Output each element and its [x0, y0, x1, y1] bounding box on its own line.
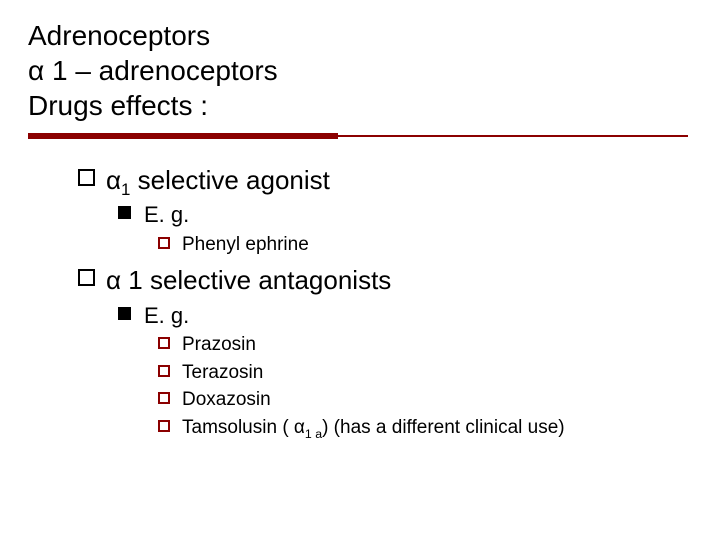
title-line-3: Drugs effects :: [28, 88, 692, 123]
bullet-agonist: α1 selective agonist: [78, 163, 692, 198]
square-fill-icon: [118, 301, 144, 320]
antagonist-eg-label: E. g.: [144, 301, 692, 331]
terazosin-label: Terazosin: [182, 360, 692, 386]
bullet-agonist-eg: E. g.: [118, 200, 692, 230]
bullet-doxazosin: Doxazosin: [158, 387, 692, 413]
agonist-eg-label: E. g.: [144, 200, 692, 230]
phenylephrine-label: Phenyl ephrine: [182, 232, 692, 258]
square-open-red-icon: [158, 415, 182, 432]
square-open-red-icon: [158, 387, 182, 404]
bullet-antagonist-eg: E. g.: [118, 301, 692, 331]
slide-body: α1 selective agonist E. g. Phenyl ephrin…: [28, 163, 692, 441]
slide-title: Adrenoceptors α 1 – adrenoceptors Drugs …: [28, 18, 692, 123]
title-line-2: α 1 – adrenoceptors: [28, 53, 692, 88]
agonist-label: α1 selective agonist: [106, 163, 692, 198]
title-underline: [28, 133, 692, 139]
square-fill-icon: [118, 200, 144, 219]
bullet-tamsulosin: Tamsolusin ( α1 a) (has a different clin…: [158, 415, 692, 441]
bullet-prazosin: Prazosin: [158, 332, 692, 358]
doxazosin-label: Doxazosin: [182, 387, 692, 413]
square-open-red-icon: [158, 332, 182, 349]
square-open-icon: [78, 263, 106, 286]
title-line-1: Adrenoceptors: [28, 18, 692, 53]
bullet-phenylephrine: Phenyl ephrine: [158, 232, 692, 258]
prazosin-label: Prazosin: [182, 332, 692, 358]
bullet-terazosin: Terazosin: [158, 360, 692, 386]
bullet-antagonist: α 1 selective antagonists: [78, 263, 692, 298]
antagonist-label: α 1 selective antagonists: [106, 263, 692, 298]
square-open-icon: [78, 163, 106, 186]
square-open-red-icon: [158, 232, 182, 249]
tamsulosin-label: Tamsolusin ( α1 a) (has a different clin…: [182, 415, 692, 441]
square-open-red-icon: [158, 360, 182, 377]
